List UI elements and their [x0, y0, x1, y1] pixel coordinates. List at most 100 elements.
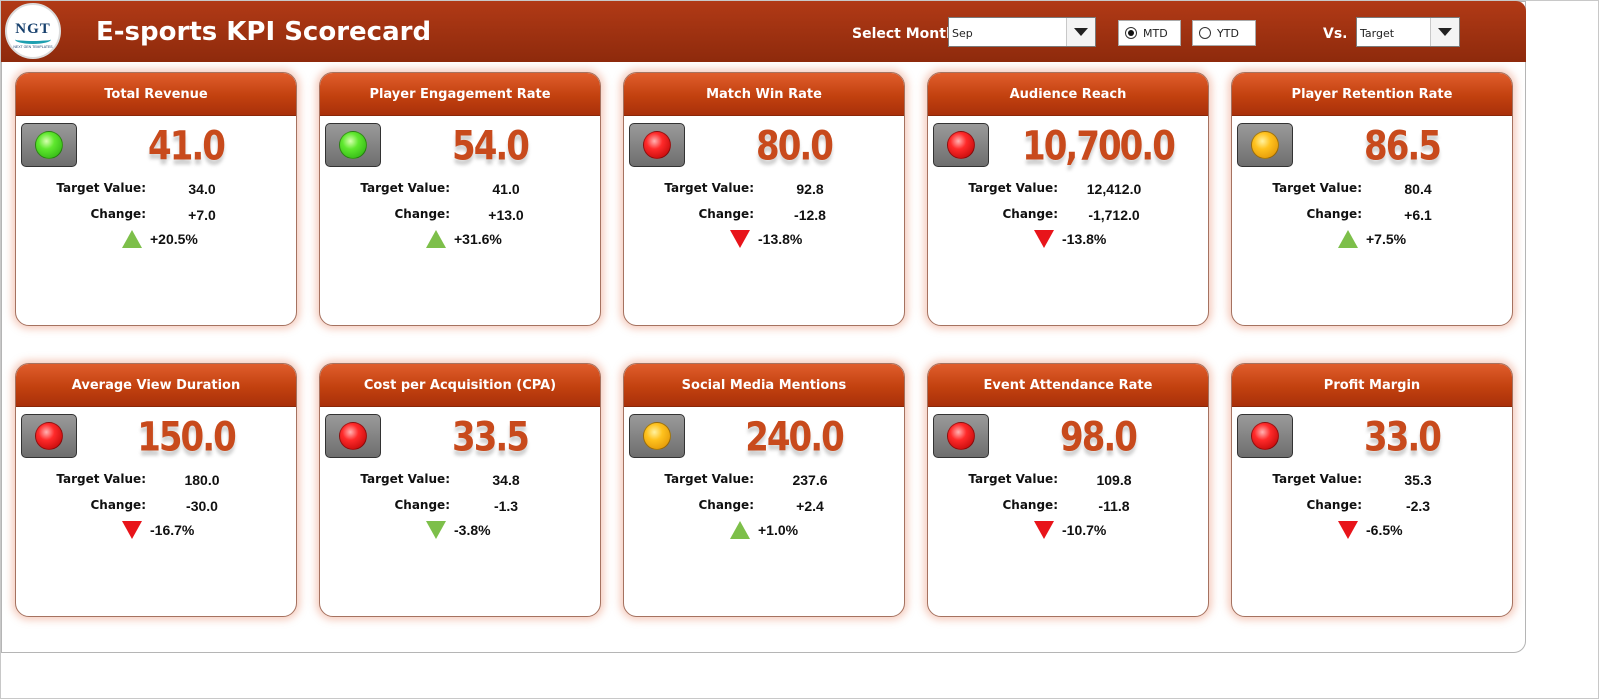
logo-text: NGT: [15, 21, 51, 37]
change-label: Change:: [394, 207, 450, 221]
kpi-card-header: Profit Margin: [1232, 364, 1512, 407]
trend-up-icon: [1338, 230, 1358, 248]
change-label: Change:: [1002, 207, 1058, 221]
kpi-value: 54.0: [452, 123, 530, 171]
chevron-down-icon[interactable]: [1066, 18, 1095, 46]
change-value: -2.3: [1405, 498, 1431, 514]
target-value-label: Target Value:: [968, 181, 1058, 195]
chevron-down-icon[interactable]: [1430, 18, 1459, 46]
kpi-card: Player Engagement Rate 54.0 Target Value…: [319, 72, 601, 326]
target-value: 92.8: [796, 181, 824, 197]
change-value: -1.3: [493, 498, 519, 514]
trend-up-icon: [426, 230, 446, 248]
change-label: Change:: [698, 207, 754, 221]
change-percent: +31.6%: [454, 231, 502, 247]
kpi-title: Audience Reach: [1009, 87, 1127, 102]
target-value: 34.8: [492, 472, 520, 488]
status-light-icon: [629, 123, 685, 167]
radio-mtd-dot-icon[interactable]: [1125, 27, 1137, 39]
change-percent: -3.8%: [454, 522, 491, 538]
status-light-icon: [1237, 123, 1293, 167]
trend-up-icon: [122, 230, 142, 248]
trend-down-icon: [1338, 521, 1358, 539]
target-value-label: Target Value:: [664, 181, 754, 195]
status-light-icon: [21, 414, 77, 458]
status-light-icon: [325, 123, 381, 167]
kpi-title: Total Revenue: [104, 87, 208, 102]
kpi-card: Cost per Acquisition (CPA) 33.5 Target V…: [319, 363, 601, 617]
kpi-card-header: Audience Reach: [928, 73, 1208, 116]
status-bulb-icon: [339, 131, 367, 159]
kpi-card: Profit Margin 33.0 Target Value: 35.3 Ch…: [1231, 363, 1513, 617]
target-value: 35.3: [1404, 472, 1432, 488]
month-dropdown[interactable]: Sep: [948, 17, 1096, 47]
kpi-card-header: Player Engagement Rate: [320, 73, 600, 116]
target-value: 12,412.0: [1086, 181, 1142, 197]
kpi-value: 98.0: [1060, 414, 1138, 462]
change-label: Change:: [90, 498, 146, 512]
page-title: E-sports KPI Scorecard: [96, 17, 432, 47]
radio-mtd-label: MTD: [1143, 27, 1168, 40]
logo-subtext: NEXT GEN TEMPLATES: [13, 45, 53, 49]
status-bulb-icon: [643, 131, 671, 159]
kpi-title: Profit Margin: [1323, 378, 1421, 393]
status-bulb-icon: [947, 422, 975, 450]
kpi-card: Audience Reach 10,700.0 Target Value: 12…: [927, 72, 1209, 326]
status-light-icon: [325, 414, 381, 458]
kpi-title: Player Retention Rate: [1291, 87, 1453, 102]
radio-mtd[interactable]: MTD: [1118, 20, 1181, 46]
change-value: -1,712.0: [1088, 207, 1140, 223]
change-value: +13.0: [488, 207, 524, 223]
change-value: +2.4: [796, 498, 824, 514]
trend-up-icon: [730, 521, 750, 539]
kpi-card: Average View Duration 150.0 Target Value…: [15, 363, 297, 617]
trend-down-icon: [730, 230, 750, 248]
header-bar: NGT NEXT GEN TEMPLATES E-sports KPI Scor…: [1, 1, 1526, 62]
kpi-title: Social Media Mentions: [681, 378, 847, 393]
target-value: 180.0: [184, 472, 220, 488]
logo: NGT NEXT GEN TEMPLATES: [5, 3, 61, 59]
change-label: Change:: [90, 207, 146, 221]
target-value-label: Target Value:: [1272, 181, 1362, 195]
change-percent: +1.0%: [758, 522, 799, 538]
status-bulb-icon: [1251, 131, 1279, 159]
change-percent: -16.7%: [150, 522, 195, 538]
status-bulb-icon: [643, 422, 671, 450]
target-value: 34.0: [188, 181, 216, 197]
vs-dropdown[interactable]: Target: [1356, 17, 1460, 47]
kpi-card-header: Match Win Rate: [624, 73, 904, 116]
kpi-card-header: Event Attendance Rate: [928, 364, 1208, 407]
target-value-label: Target Value:: [56, 472, 146, 486]
radio-ytd-dot-icon[interactable]: [1199, 27, 1211, 39]
change-label: Change:: [394, 498, 450, 512]
change-label: Change:: [1306, 207, 1362, 221]
trend-down-icon: [1034, 521, 1054, 539]
status-light-icon: [933, 123, 989, 167]
kpi-card: Match Win Rate 80.0 Target Value: 92.8 C…: [623, 72, 905, 326]
trend-down-icon: [1034, 230, 1054, 248]
kpi-value: 10,700.0: [1022, 123, 1176, 171]
kpi-value: 150.0: [137, 414, 237, 462]
target-value-label: Target Value:: [968, 472, 1058, 486]
logo-swoosh-icon: [15, 35, 51, 44]
change-value: -30.0: [186, 498, 218, 514]
kpi-card: Player Retention Rate 86.5 Target Value:…: [1231, 72, 1513, 326]
kpi-value: 240.0: [745, 414, 845, 462]
change-label: Change:: [1002, 498, 1058, 512]
kpi-value: 33.5: [452, 414, 530, 462]
radio-ytd[interactable]: YTD: [1192, 20, 1256, 46]
target-value-label: Target Value:: [360, 181, 450, 195]
kpi-card: Event Attendance Rate 98.0 Target Value:…: [927, 363, 1209, 617]
kpi-title: Average View Duration: [71, 378, 241, 393]
kpi-card: Total Revenue 41.0 Target Value: 34.0 Ch…: [15, 72, 297, 326]
kpi-card-header: Social Media Mentions: [624, 364, 904, 407]
change-percent: -13.8%: [1062, 231, 1107, 247]
kpi-card-header: Player Retention Rate: [1232, 73, 1512, 116]
kpi-card-header: Average View Duration: [16, 364, 296, 407]
kpi-title: Cost per Acquisition (CPA): [363, 378, 557, 393]
target-value: 41.0: [492, 181, 520, 197]
change-percent: +20.5%: [150, 231, 198, 247]
target-value-label: Target Value:: [360, 472, 450, 486]
target-value: 80.4: [1404, 181, 1432, 197]
status-light-icon: [21, 123, 77, 167]
